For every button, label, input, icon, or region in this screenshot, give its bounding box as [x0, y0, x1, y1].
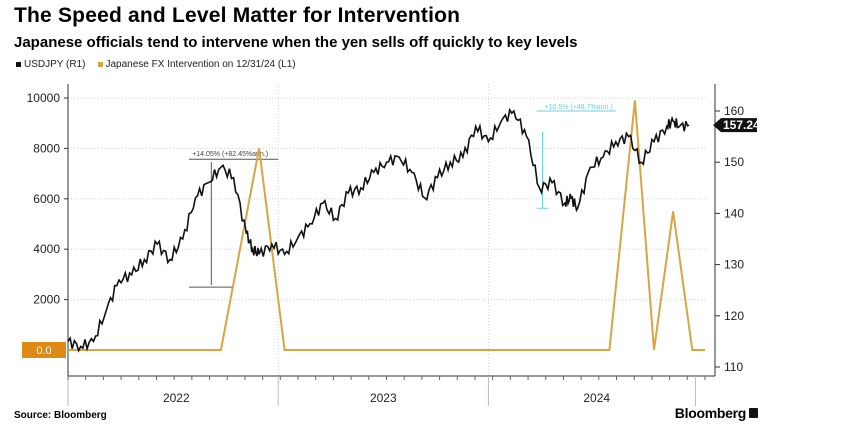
- legend-swatch-usdjpy: [16, 62, 21, 67]
- bloomberg-logo: Bloomberg: [675, 405, 758, 421]
- left-tick-label: 2000: [33, 293, 60, 307]
- left-tick-label: 10000: [27, 91, 61, 105]
- legend-item-intervention: Japanese FX Intervention on 12/31/24 (L1…: [97, 59, 296, 70]
- legend-item-usdjpy: USDJPY (R1): [16, 59, 86, 70]
- right-tick-label: 120: [724, 309, 744, 323]
- chart-title: The Speed and Level Matter for Intervent…: [14, 4, 461, 27]
- right-tick-label: 110: [724, 360, 743, 374]
- left-tick-label: 4000: [33, 242, 60, 256]
- right-tick-label: 160: [724, 104, 744, 118]
- baseline-value-badge: [22, 342, 66, 358]
- legend-label-intervention: Japanese FX Intervention on 12/31/24 (L1…: [105, 59, 296, 70]
- x-tick-label: 2022: [163, 391, 190, 405]
- usdjpy-series-line: [67, 107, 690, 353]
- chart-subtitle: Japanese officials tend to intervene whe…: [14, 34, 578, 51]
- left-axis: 2000 4000 6000 8000 10000: [27, 91, 68, 307]
- left-tick-label: 6000: [33, 192, 60, 206]
- legend-swatch-intervention: [97, 62, 103, 67]
- terminal-icon: [749, 408, 758, 418]
- right-tick-label: 130: [724, 258, 744, 272]
- chart-legend: USDJPY (R1) Japanese FX Intervention on …: [16, 59, 308, 70]
- plot-frame: [67, 84, 716, 377]
- annotation-label: +14.05% (+82.45%ann.): [192, 151, 268, 158]
- legend-label-usdjpy: USDJPY (R1): [24, 59, 86, 70]
- intervention-series-line: [68, 100, 705, 351]
- last-value-label: 157.24: [723, 118, 760, 132]
- value-labels: 157.24 0.0: [22, 118, 760, 358]
- x-axis: 2022 2023 2024: [67, 376, 706, 406]
- source-note: Source: Bloomberg: [14, 410, 107, 421]
- last-value-badge: [713, 118, 757, 133]
- right-axis: 110 120 130 140 150 160: [715, 104, 744, 374]
- annotation-label: +10.5% (+48.7%ann.): [545, 104, 613, 111]
- brand-text: Bloomberg: [674, 405, 747, 421]
- left-tick-label: 8000: [33, 141, 60, 155]
- right-tick-label: 150: [724, 155, 744, 169]
- grid-lines: [68, 84, 705, 376]
- right-tick-label: 140: [724, 206, 744, 220]
- x-tick-label: 2023: [370, 391, 397, 405]
- annotations: +14.05% (+82.45%ann.) +10.5% (+48.7%ann.): [189, 104, 616, 288]
- series-lines: [67, 100, 705, 353]
- baseline-value-label: 0.0: [36, 345, 51, 357]
- x-tick-label: 2024: [583, 391, 610, 405]
